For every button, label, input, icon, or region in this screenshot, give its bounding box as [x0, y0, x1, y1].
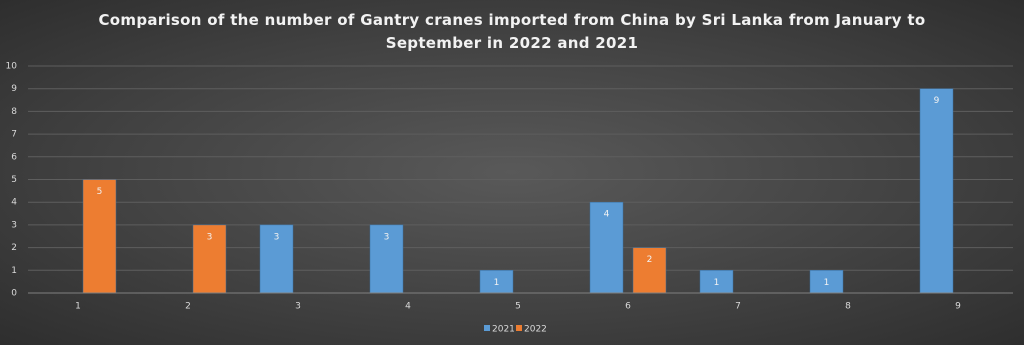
bar: [369, 224, 404, 294]
y-tick-label: 10: [6, 62, 18, 72]
legend-label: 2022: [524, 325, 547, 335]
x-tick-label: 6: [625, 302, 631, 312]
legend-swatch: [484, 325, 490, 331]
data-label: 1: [494, 278, 500, 288]
x-tick-label: 3: [295, 302, 301, 312]
data-label: 3: [384, 232, 390, 242]
data-label: 3: [274, 232, 280, 242]
bar: [82, 179, 117, 294]
data-label: 2: [647, 255, 653, 265]
data-label: 1: [824, 278, 830, 288]
y-tick-label: 1: [11, 266, 17, 276]
data-label: 5: [97, 187, 103, 197]
x-tick-label: 2: [185, 302, 191, 312]
data-label: 3: [207, 232, 213, 242]
legend-swatch: [516, 325, 522, 331]
y-tick-label: 2: [11, 243, 17, 253]
x-tick-label: 9: [955, 302, 961, 312]
chart-title: Comparison of the number of Gantry crane…: [98, 11, 926, 52]
x-tick-label: 8: [845, 302, 851, 312]
bar: [919, 88, 954, 294]
y-tick-label: 9: [11, 84, 17, 94]
bar: [259, 224, 294, 294]
y-tick-label: 4: [11, 198, 17, 208]
x-tick-label: 4: [405, 302, 411, 312]
y-tick-label: 0: [11, 289, 17, 299]
x-tick-label: 7: [735, 302, 741, 312]
bar: [632, 247, 667, 294]
y-tick-label: 8: [11, 107, 17, 117]
y-tick-label: 6: [11, 152, 17, 162]
data-label: 9: [934, 96, 940, 106]
y-tick-label: 5: [11, 175, 17, 185]
x-tick-label: 1: [75, 302, 81, 312]
legend-label: 2021: [492, 325, 515, 335]
x-tick-label: 5: [515, 302, 521, 312]
data-label: 4: [604, 210, 610, 220]
data-label: 1: [714, 278, 720, 288]
y-tick-label: 7: [11, 130, 17, 140]
y-tick-label: 3: [11, 220, 17, 230]
